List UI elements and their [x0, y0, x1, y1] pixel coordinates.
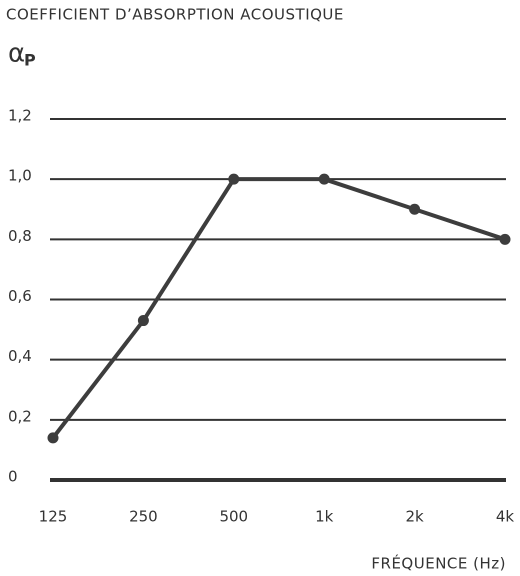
x-tick-label: 500	[219, 508, 248, 526]
y-tick-label: 1,2	[8, 107, 32, 125]
data-point	[409, 203, 421, 215]
x-tick-label: 1k	[315, 508, 334, 526]
y-tick-label: 1,0	[8, 167, 32, 185]
y-tick-label: 0	[8, 468, 18, 486]
data-line	[51, 177, 506, 440]
y-tick-label: 0,8	[8, 227, 32, 245]
x-tick-label: 2k	[405, 508, 424, 526]
data-point	[318, 173, 330, 185]
y-tick-label: 0,6	[8, 287, 32, 305]
x-tick-label: 125	[39, 508, 68, 526]
x-axis-label: FRÉQUENCE (Hz)	[371, 554, 506, 573]
x-tick-label: 4k	[496, 508, 515, 526]
data-point	[228, 173, 240, 185]
chart-title: COEFFICIENT D’ABSORPTION ACOUSTIQUE	[6, 6, 344, 24]
y-tick-label: 0,2	[8, 407, 32, 425]
data-point	[499, 233, 511, 245]
y-axis-label-subscript: P	[24, 51, 36, 70]
data-point	[47, 432, 59, 444]
y-axis-label: α	[8, 39, 25, 69]
data-point	[137, 315, 149, 327]
x-tick-label: 250	[129, 508, 158, 526]
y-tick-label: 0,4	[8, 347, 32, 365]
